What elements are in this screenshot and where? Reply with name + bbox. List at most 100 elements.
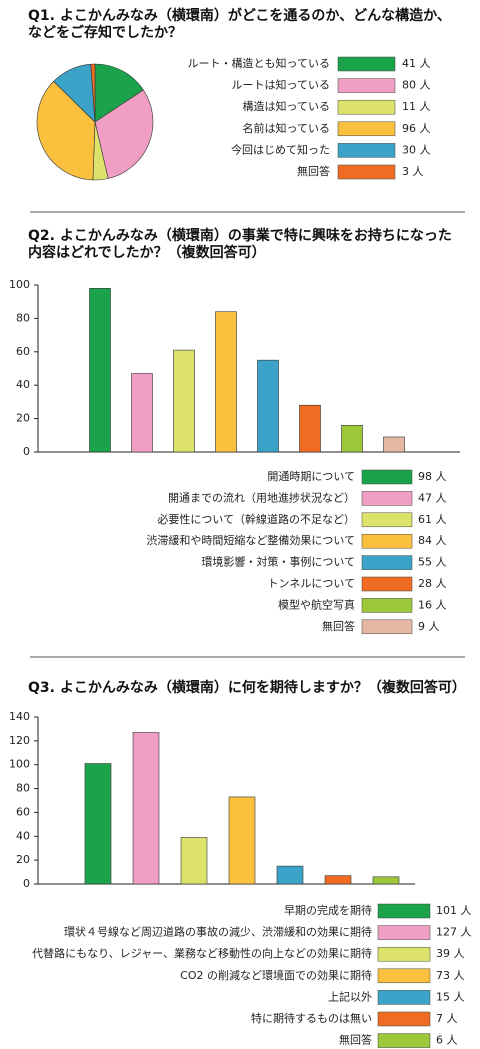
- legend-label: トンネルについて: [268, 577, 355, 590]
- legend-swatch: [361, 555, 413, 570]
- bar: [372, 876, 400, 885]
- value-label: 16 人: [418, 598, 447, 611]
- bar: [257, 359, 279, 453]
- value-label: 61 人: [418, 513, 447, 526]
- pie-slice: [90, 63, 96, 123]
- legend-label: 今回はじめて知った: [231, 142, 330, 156]
- legend-label: 構造は知っている: [243, 99, 330, 113]
- y-tick-label: 140: [9, 710, 30, 723]
- legend-label: 模型や航空写真: [278, 597, 355, 611]
- legend-label: 環境影響・対策・事例について: [201, 555, 355, 569]
- y-tick-label: 0: [23, 445, 30, 458]
- y-tick-label: 100: [9, 278, 30, 291]
- bar: [276, 865, 304, 885]
- legend-swatch: [337, 78, 396, 93]
- legend-swatch: [337, 121, 396, 137]
- bar: [324, 875, 352, 885]
- legend-label: 必要性について（幹線道路の不足など）: [157, 512, 355, 526]
- value-label: 84 人: [418, 534, 447, 547]
- bar: [173, 349, 195, 453]
- value-label: 55 人: [418, 556, 447, 569]
- legend-swatch: [361, 533, 413, 549]
- value-label: 3 人: [402, 165, 424, 178]
- bar: [228, 796, 256, 885]
- legend-label: 特に期待するものは無い: [251, 1011, 372, 1025]
- y-tick-label: 20: [16, 412, 30, 425]
- legend-swatch: [377, 968, 431, 984]
- value-label: 30 人: [402, 143, 431, 156]
- value-label: 127 人: [436, 926, 472, 939]
- legend-label: 開通までの流れ（用地進捗状況など）: [168, 490, 355, 504]
- value-label: 39 人: [436, 947, 465, 960]
- legend-label: CO2 の削減など環境面での効果に期待: [180, 968, 372, 982]
- legend-swatch: [377, 925, 431, 940]
- bar: [131, 373, 153, 453]
- legend-swatch: [377, 903, 431, 919]
- bar: [341, 424, 363, 453]
- y-tick-label: 40: [16, 378, 30, 391]
- value-label: 28 人: [418, 577, 447, 590]
- legend-label: 代替路にもなり、レジャー、業務など移動性の向上などの効果に期待: [32, 946, 372, 960]
- y-tick-label: 40: [16, 829, 30, 842]
- value-label: 11 人: [402, 100, 431, 113]
- y-tick-label: 80: [16, 311, 30, 324]
- legend-swatch: [361, 512, 413, 528]
- legend-swatch: [337, 56, 396, 72]
- legend-swatch: [361, 598, 413, 613]
- y-tick-label: 20: [16, 853, 30, 866]
- legend-label: ルート・構造とも知っている: [188, 56, 330, 70]
- y-tick-label: 120: [9, 734, 30, 747]
- value-label: 80 人: [402, 79, 431, 92]
- pie-slice: [94, 89, 154, 179]
- chart-title: Q3. よこかんみなみ（横環南）に何を期待しますか？（複数回答可）: [28, 680, 466, 696]
- value-label: 73 人: [436, 969, 465, 982]
- bar: [132, 732, 160, 885]
- legend-swatch: [337, 143, 396, 158]
- legend-swatch: [377, 946, 431, 962]
- legend-swatch: [337, 99, 396, 115]
- value-label: 15 人: [436, 990, 465, 1003]
- legend-swatch: [361, 491, 413, 506]
- pie-slice: [36, 80, 96, 181]
- bar: [84, 763, 112, 885]
- legend-label: ルートは知っている: [232, 78, 330, 92]
- y-tick-label: 80: [16, 782, 30, 795]
- legend-label: 環状４号線など周辺道路の事故の減少、渋滞緩和の効果に期待: [64, 925, 372, 939]
- legend-label: 無回答: [297, 164, 330, 178]
- value-label: 41 人: [402, 57, 431, 70]
- legend-label: 無回答: [339, 1033, 372, 1047]
- bar: [89, 288, 111, 453]
- legend-swatch: [361, 619, 413, 635]
- y-tick-label: 0: [23, 877, 30, 890]
- legend-swatch: [361, 469, 413, 485]
- value-label: 9 人: [418, 620, 440, 633]
- legend-label: 無回答: [322, 619, 355, 633]
- legend-label: 上記以外: [328, 989, 372, 1003]
- legend-swatch: [377, 1033, 431, 1048]
- y-tick-label: 60: [16, 345, 30, 358]
- legend-swatch: [361, 576, 413, 592]
- legend-label: 渋滞緩和や時間短縮など整備効果について: [146, 533, 355, 547]
- value-label: 98 人: [418, 470, 447, 483]
- legend-swatch: [377, 1011, 431, 1027]
- legend-label: 早期の完成を期待: [284, 903, 372, 917]
- y-tick-label: 60: [16, 805, 30, 818]
- y-tick-label: 100: [9, 758, 30, 771]
- value-label: 47 人: [418, 491, 447, 504]
- legend-label: 名前は知っている: [243, 121, 330, 135]
- bar: [299, 404, 321, 453]
- legend-swatch: [377, 990, 431, 1005]
- bar: [215, 311, 237, 453]
- legend-label: 開通時期について: [267, 470, 355, 483]
- chart-title: Q1. よこかんみなみ（横環南）がどこを通るのか、どんな構造か、などをご存知でし…: [28, 8, 451, 41]
- bar: [383, 436, 405, 453]
- value-label: 6 人: [436, 1034, 458, 1047]
- pie-slice: [94, 63, 144, 123]
- legend-swatch: [337, 164, 396, 180]
- value-label: 7 人: [436, 1012, 458, 1025]
- chart-title: Q2. よこかんみなみ（横環南）の事業で特に興味をお持ちになった内容はどれでした…: [28, 228, 452, 261]
- bar: [180, 837, 208, 885]
- value-label: 96 人: [402, 122, 431, 135]
